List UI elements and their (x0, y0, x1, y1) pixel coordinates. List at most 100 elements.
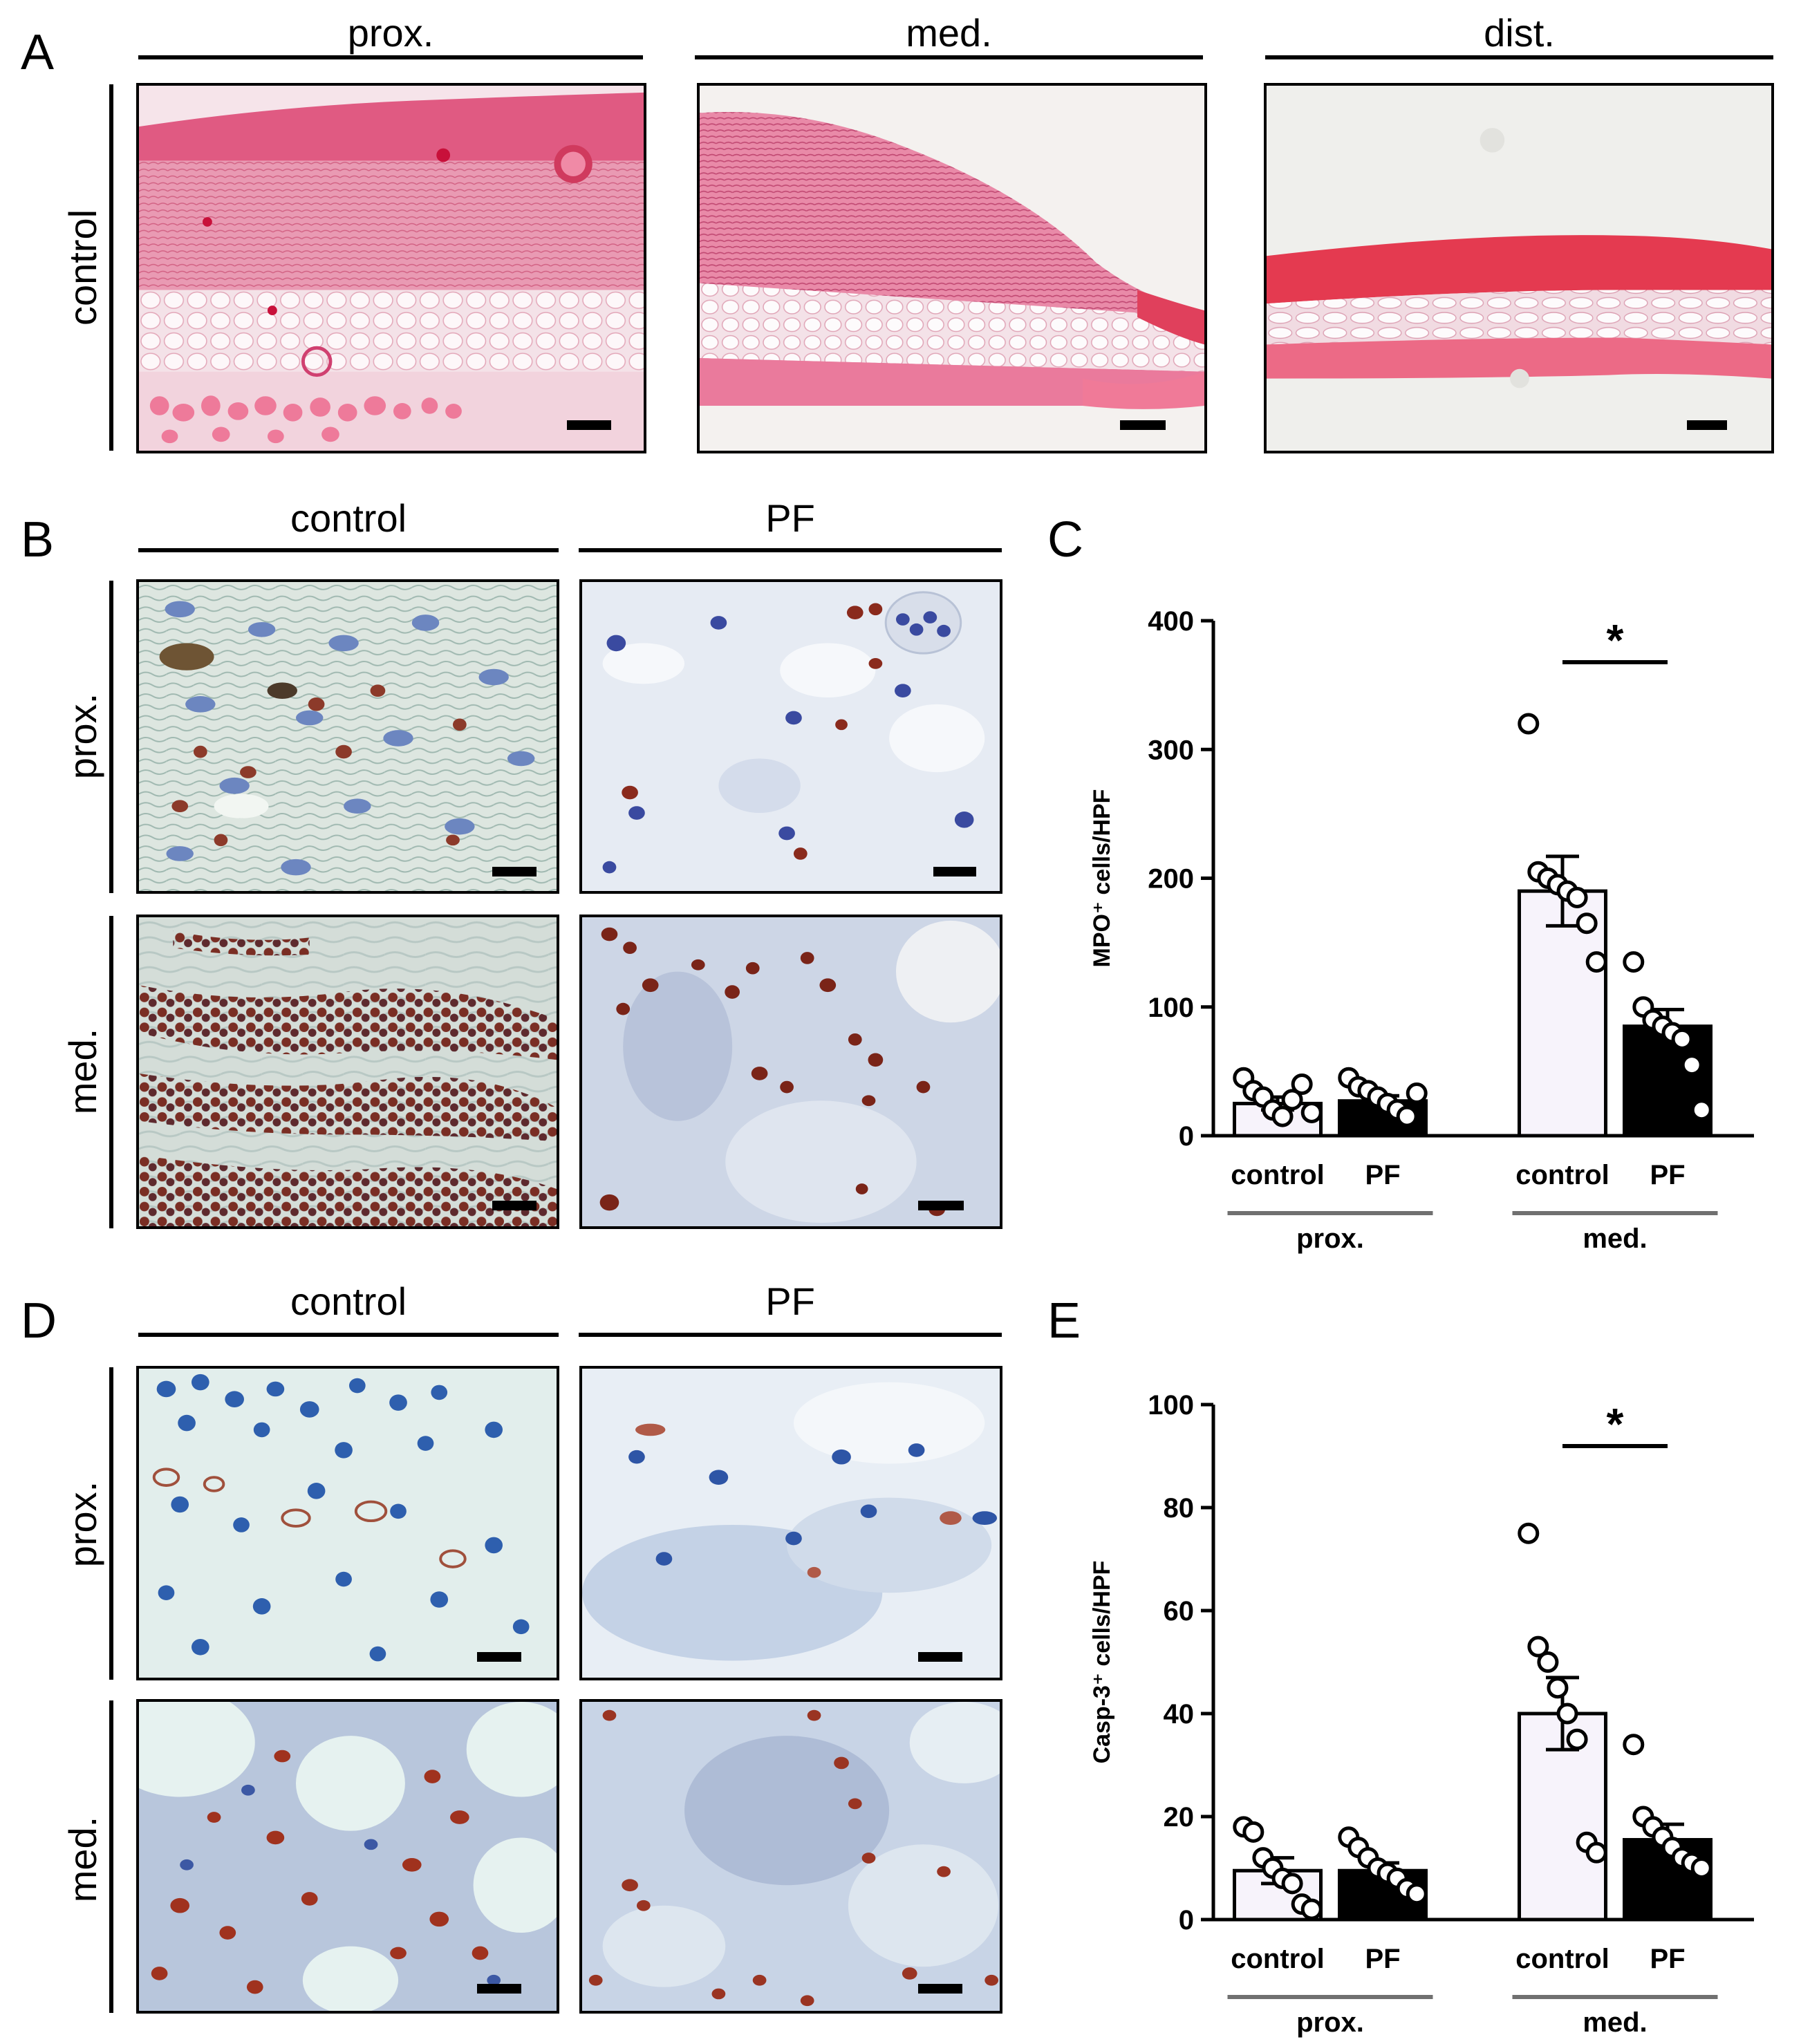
scale-bar (492, 1201, 536, 1210)
casp3-bar-chart: 0 20 40 60 80 100 Casp-3⁺ cells/HPF control PF co… (1089, 1390, 1754, 2038)
panel-b-row-med-line (109, 916, 113, 1228)
data-point (1291, 1073, 1313, 1095)
casp3-prox-control-image (136, 1366, 559, 1680)
mpo-med-control-image (136, 915, 559, 1229)
y-tick-label: 0 (1179, 1121, 1194, 1152)
y-tick-label: 20 (1164, 1802, 1195, 1832)
scale-bar (477, 1984, 521, 1994)
casp3-med-control-image (136, 1699, 559, 2014)
x-tick-label: control (1231, 1160, 1325, 1190)
data-point (1576, 912, 1598, 935)
scale-bar (918, 1201, 964, 1210)
panel-a-row-label: control (61, 209, 104, 326)
panel-b-row-med: med. (61, 1028, 104, 1115)
data-point (1690, 1857, 1713, 1879)
panel-b-col-pf: PF (765, 496, 815, 540)
panel-b-row-prox-line (109, 581, 113, 893)
data-point (1281, 1873, 1303, 1895)
x-tick-label: PF (1650, 1160, 1685, 1190)
panel-a-row-line (109, 84, 113, 451)
panel-a-col-prox: prox. (347, 11, 434, 55)
panel-d-row-med-line (109, 1700, 113, 2013)
panel-a-col-med-line (695, 55, 1203, 59)
significance-star: * (1607, 615, 1624, 665)
y-tick-label: 0 (1179, 1905, 1194, 1935)
data-point (1300, 1101, 1323, 1123)
panel-d-row-prox-line (109, 1367, 113, 1680)
scale-bar (933, 867, 976, 876)
data-point (1242, 1821, 1265, 1843)
data-point (1271, 1105, 1294, 1127)
data-point (1537, 1651, 1559, 1673)
scale-bar (477, 1652, 521, 1662)
panel-b-row-prox: prox. (61, 693, 104, 780)
data-point (1690, 1099, 1713, 1121)
panel-a-col-med: med. (906, 11, 992, 55)
panel-a-col-dist-line (1265, 55, 1773, 59)
he-control-dist-image (1264, 83, 1774, 453)
y-tick-label: 100 (1148, 993, 1194, 1023)
he-control-prox-image (136, 83, 646, 453)
x-tick-label: control (1515, 1160, 1609, 1190)
y-tick-label: 400 (1148, 606, 1194, 637)
panel-b-col-pf-line (579, 548, 1002, 552)
panel-b-col-control: control (290, 496, 407, 540)
x-tick-label: PF (1365, 1944, 1400, 1974)
casp3-prox-pf-image (579, 1366, 1002, 1680)
x-tick-label: control (1231, 1944, 1325, 1974)
he-control-med-image (697, 83, 1207, 453)
panel-d-col-pf: PF (765, 1279, 815, 1323)
panel-a-col-dist: dist. (1484, 11, 1555, 55)
scale-bar (1687, 420, 1727, 430)
data-point (1585, 951, 1607, 973)
data-point (1671, 1028, 1693, 1050)
data-point (1566, 886, 1588, 908)
panel-b-letter: B (21, 512, 55, 568)
panel-d-letter: D (21, 1293, 57, 1349)
y-tick-label: 60 (1164, 1596, 1195, 1626)
x-tick-label: control (1515, 1944, 1609, 1974)
panel-d-row-med: med. (61, 1816, 104, 1903)
data-point (1281, 1089, 1303, 1111)
data-point (1518, 1522, 1540, 1544)
mpo-prox-control-image (136, 579, 559, 894)
panel-d-col-pf-line (579, 1333, 1002, 1337)
panel-d-col-control-line (138, 1333, 559, 1337)
panel-b-col-control-line (138, 548, 559, 552)
panel-a-col-prox-line (138, 55, 643, 59)
panel-a-letter: A (21, 25, 55, 80)
panel-c-letter: C (1047, 512, 1083, 568)
group-label: prox. (1296, 2007, 1364, 2038)
data-point (1585, 1841, 1607, 1864)
mpo-med-pf-image (579, 915, 1002, 1229)
group-label: med. (1583, 1223, 1647, 1254)
data-point (1300, 1898, 1323, 1920)
x-tick-label: PF (1365, 1160, 1400, 1190)
panel-d-col-control: control (290, 1279, 407, 1323)
y-axis-label: Casp-3⁺ cells/HPF (1089, 1561, 1115, 1764)
y-axis-label: MPO⁺ cells/HPF (1089, 789, 1115, 968)
data-point (1518, 713, 1540, 735)
data-point (1556, 1703, 1578, 1725)
data-point (1623, 1734, 1645, 1756)
y-tick-label: 40 (1164, 1699, 1195, 1729)
data-point (1623, 951, 1645, 973)
panel-e-letter: E (1047, 1293, 1081, 1349)
group-label: prox. (1296, 1223, 1364, 1254)
x-tick-label: PF (1650, 1944, 1685, 1974)
data-point (1406, 1082, 1428, 1105)
data-point (1681, 1054, 1703, 1076)
mpo-prox-pf-image (579, 579, 1002, 894)
y-tick-label: 300 (1148, 735, 1194, 765)
significance-star: * (1607, 1399, 1624, 1449)
data-point (1566, 1728, 1588, 1750)
y-tick-label: 200 (1148, 864, 1194, 894)
y-tick-label: 80 (1164, 1493, 1195, 1523)
data-point (1396, 1105, 1418, 1127)
data-point (1547, 1677, 1569, 1699)
casp3-med-pf-image (579, 1699, 1002, 2014)
data-point (1527, 1635, 1549, 1658)
panel-d-row-prox: prox. (61, 1481, 104, 1568)
scale-bar (492, 867, 536, 876)
scale-bar (918, 1984, 962, 1994)
